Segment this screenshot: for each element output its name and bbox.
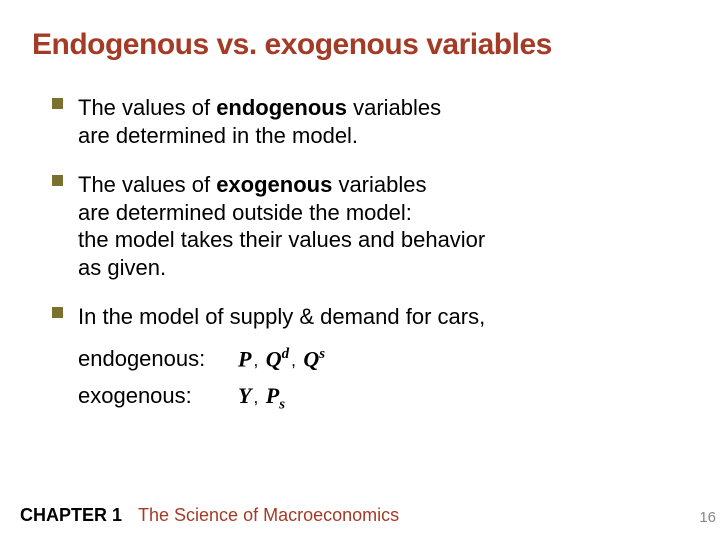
sub-label: endogenous: [78,345,238,373]
text: The values of [78,95,216,120]
text-bold: endogenous [216,95,347,120]
sub-s: s [279,397,285,413]
comma: , [253,350,258,370]
sub-row-endogenous: endogenous: P, Qd, Qs [78,345,688,373]
var-P: P [238,346,251,371]
sub-rows: endogenous: P, Qd, Qs exogenous: Y, Ps [78,345,688,415]
bullet-item-3: In the model of supply & demand for cars… [52,303,688,414]
math-expr: Y, Ps [238,382,285,414]
footer-chapter: CHAPTER 1 [20,505,122,526]
footer: CHAPTER 1 The Science of Macroeconomics [20,505,700,526]
bullet-list: The values of endogenous variables are d… [32,94,688,414]
sup-d: d [282,346,289,362]
var-Q: Q [266,346,282,371]
var-Q: Q [303,346,319,371]
footer-title: The Science of Macroeconomics [138,505,399,526]
comma: , [291,350,296,370]
text: The values of [78,172,216,197]
var-Y: Y [238,383,251,408]
math-expr: P, Qd, Qs [238,345,325,373]
text: the model takes their values and behavio… [78,227,485,252]
slide: Endogenous vs. exogenous variables The v… [0,0,720,414]
var-Ps: P [266,383,279,408]
page-number: 16 [699,509,716,526]
sup-s: s [319,346,325,362]
sub-label: exogenous: [78,382,238,410]
text: as given. [78,255,166,280]
text-bold: exogenous [216,172,332,197]
text: variables [347,95,441,120]
text: are determined outside the model: [78,200,412,225]
sub-row-exogenous: exogenous: Y, Ps [78,382,688,414]
bullet-item-1: The values of endogenous variables are d… [52,94,688,149]
text: are determined in the model. [78,123,358,148]
slide-title: Endogenous vs. exogenous variables [32,28,688,62]
bullet-item-2: The values of exogenous variables are de… [52,171,688,281]
text: variables [332,172,426,197]
comma: , [253,387,258,407]
text: In the model of supply & demand for cars… [78,304,485,329]
